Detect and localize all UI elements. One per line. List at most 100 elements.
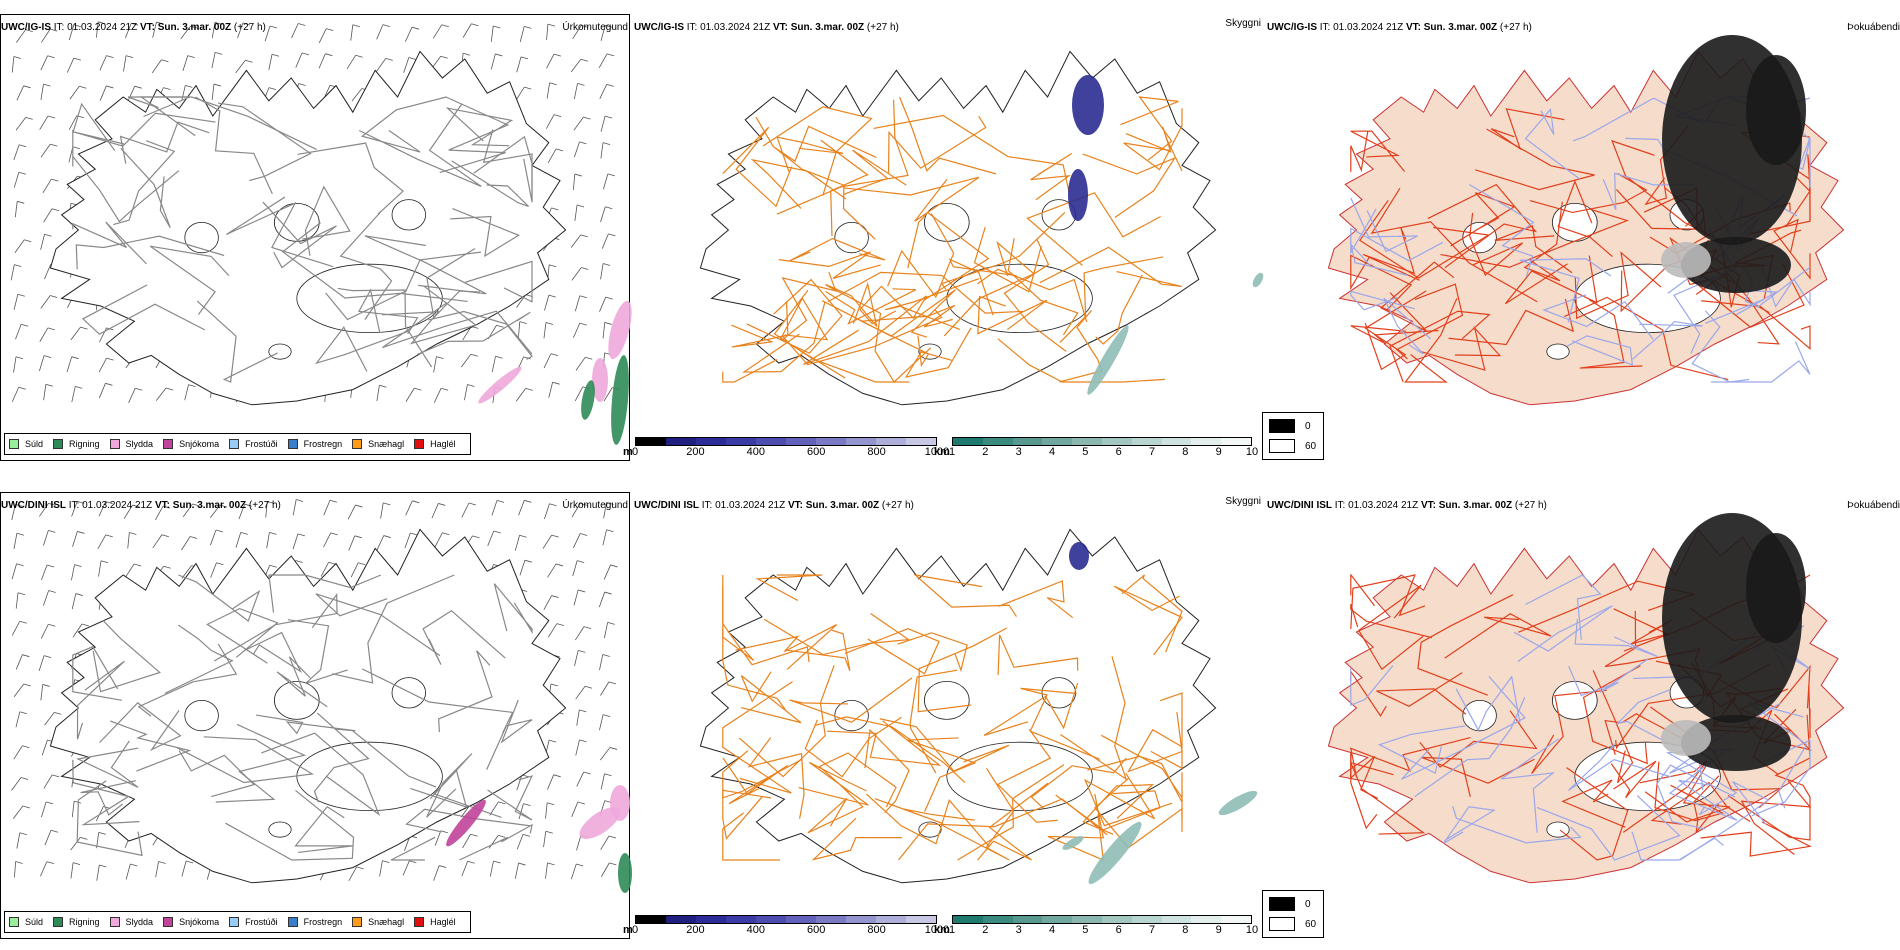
it-value: 01.03.2024 21Z [82, 500, 153, 511]
wind-barb [39, 503, 49, 517]
wind-barb-flag [17, 200, 25, 204]
road-line [72, 112, 216, 147]
legend-item: Rigning [53, 439, 100, 449]
colorbar-tick-label: 2 [982, 924, 989, 936]
precip-type-map [11, 499, 632, 893]
wind-barb [431, 503, 439, 519]
wind-barb-flag [383, 502, 391, 506]
wind-barb-flag [16, 563, 24, 567]
wind-barb [70, 326, 81, 341]
wind-barb [44, 712, 55, 726]
wind-barb [72, 623, 83, 638]
glacier-outline [923, 680, 970, 720]
wind-barb [576, 709, 580, 726]
fog-legend-swatch [1269, 917, 1295, 931]
fog-legend-label: 60 [1305, 440, 1317, 452]
visibility-unit: km [934, 446, 950, 458]
colorbar-segment [906, 916, 936, 923]
road-line [755, 116, 877, 163]
wind-barb-flag [18, 171, 26, 175]
road-line [997, 634, 1079, 675]
ceiling-colorbar-strip [635, 437, 937, 446]
wind-barb [235, 59, 246, 74]
model-name: UWC/IG-IS [634, 22, 684, 33]
wind-barb-flag [48, 529, 56, 533]
glacier-outline [946, 741, 1093, 811]
wind-barb-flag [470, 833, 478, 837]
wind-barb [461, 861, 468, 877]
road-line [864, 728, 910, 814]
wind-barb-flag [79, 85, 87, 89]
road-line [1350, 131, 1369, 173]
visibility-colorbar-strip [952, 437, 1252, 446]
visibility-colorbar: 1 2 3 4 5 6 7 8 9 10 km [934, 437, 1258, 458]
legend-swatch [109, 439, 120, 449]
road-network [72, 96, 533, 383]
legend-item: Súld [9, 917, 43, 927]
wind-barb-flag [471, 23, 479, 27]
wind-barb-flag [328, 561, 336, 565]
road-line [1542, 294, 1654, 340]
road-line [243, 631, 302, 674]
road-line [873, 114, 1070, 193]
colorbar-tick-label: 0 [631, 924, 639, 936]
colorbar-tick-label: 2 [982, 446, 989, 458]
wind-barb-flag [245, 59, 253, 63]
road-line [996, 728, 1058, 823]
road-line [1059, 310, 1103, 383]
wind-barb-flag [100, 560, 109, 564]
wind-barb [40, 84, 44, 101]
wind-barb [574, 386, 584, 402]
road-line [773, 289, 910, 383]
low-ceiling [1068, 75, 1104, 221]
it-value: 01.03.2024 21Z [1348, 500, 1419, 511]
road-line [1350, 665, 1394, 707]
vt-label: VT: [787, 500, 803, 511]
wind-barb-flag [438, 503, 446, 506]
wind-barb-flag [72, 862, 81, 866]
wind-barb-flag [585, 356, 593, 360]
model-name: UWC/DINI ISL [1267, 500, 1332, 511]
road-line [1490, 108, 1565, 151]
wind-barb [209, 504, 221, 519]
wind-barb-flag [520, 56, 529, 60]
wind-barb [599, 296, 607, 312]
wind-barb-flag [329, 499, 338, 503]
sleet-precip [478, 300, 632, 404]
wind-barb [545, 802, 548, 819]
wind-barb [40, 234, 45, 250]
wind-barb-flag [577, 560, 585, 564]
wind-barb [39, 115, 49, 130]
wind-barb [487, 530, 495, 546]
visibility-map [699, 50, 1264, 406]
wind-barb [42, 590, 50, 606]
wind-barb [127, 532, 130, 549]
road-line [1401, 675, 1526, 780]
legend-label: Rigning [69, 439, 100, 449]
wind-barb [514, 535, 520, 551]
wind-barb [516, 774, 523, 791]
legend-label: Snæhagl [368, 917, 405, 927]
wind-barb [41, 801, 47, 818]
fog-legend-label: 0 [1305, 898, 1311, 910]
low-ceiling-area [1068, 169, 1088, 221]
it-value: 01.03.2024 21Z [1333, 22, 1404, 33]
wind-barb [14, 239, 25, 254]
wind-barb [570, 59, 582, 73]
panel-title: UWC/DINI ISL IT: 01.03.2024 21Z VT: Sun.… [1, 500, 281, 511]
road-line [486, 699, 533, 771]
road-line [358, 288, 419, 335]
wind-barb-flag [525, 387, 533, 391]
wind-barb [600, 835, 610, 850]
wind-barb [573, 533, 581, 549]
wind-barb-flag [495, 355, 503, 359]
colorbar-segment [982, 438, 1013, 445]
precip-legend: Súld Rigning Slydda Snjókoma Frostúði Frostre… [4, 433, 471, 455]
road-line [1568, 658, 1649, 697]
wind-barb [600, 773, 605, 790]
wind-barb [572, 560, 578, 577]
road-line [459, 823, 533, 861]
wind-barb [15, 117, 27, 131]
fog-indicator [1662, 513, 1806, 771]
road-line [1379, 261, 1455, 332]
